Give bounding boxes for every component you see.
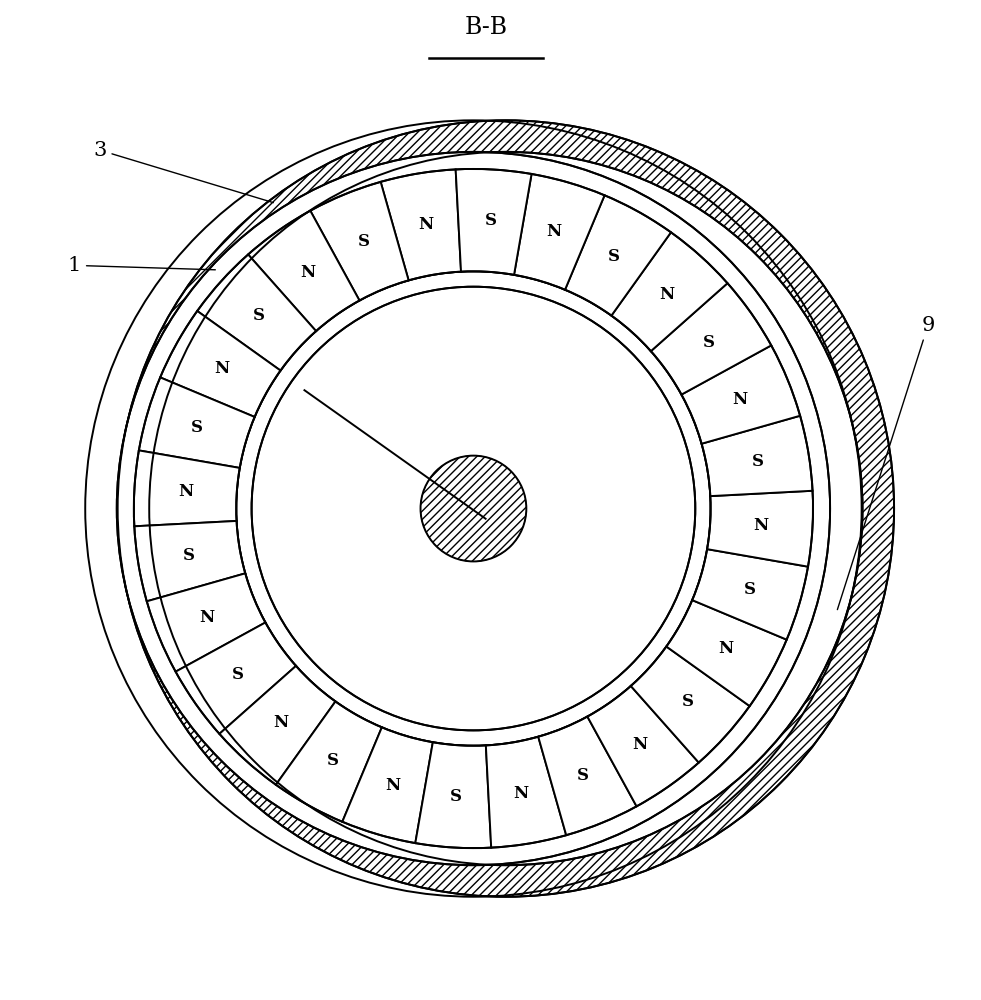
Text: S: S [232,666,243,683]
Wedge shape [381,169,461,280]
Wedge shape [707,491,813,567]
Text: N: N [273,714,288,731]
Text: N: N [546,223,562,240]
Wedge shape [682,345,800,444]
Text: N: N [214,360,230,377]
Text: S: S [608,248,620,265]
Wedge shape [276,701,382,822]
Text: 1: 1 [68,256,216,275]
Text: S: S [745,581,756,598]
Text: N: N [385,777,400,794]
Wedge shape [455,169,532,275]
Text: N: N [718,640,733,657]
Wedge shape [650,283,771,395]
Wedge shape [139,377,255,468]
Wedge shape [701,416,812,496]
Text: S: S [682,693,694,710]
Circle shape [117,152,830,865]
Wedge shape [176,622,296,734]
Wedge shape [588,686,698,806]
Wedge shape [310,182,409,301]
Wedge shape [133,450,239,526]
Text: N: N [300,264,315,281]
Text: S: S [751,453,764,470]
Wedge shape [248,211,359,331]
Text: N: N [733,391,748,408]
Circle shape [421,456,527,561]
Wedge shape [147,573,266,672]
Wedge shape [693,549,808,640]
Wedge shape [220,666,336,785]
Text: S: S [577,767,589,784]
Text: N: N [753,517,769,534]
Wedge shape [415,742,491,848]
Wedge shape [134,521,245,601]
Wedge shape [631,647,749,763]
Wedge shape [160,311,281,417]
Wedge shape [342,727,433,843]
Circle shape [236,271,710,746]
Text: S: S [253,307,265,324]
Text: 9: 9 [838,316,935,610]
Text: N: N [419,216,434,233]
Wedge shape [539,717,637,835]
Wedge shape [611,232,728,351]
Circle shape [251,287,696,730]
Wedge shape [486,737,566,848]
Text: B-B: B-B [465,16,508,39]
Wedge shape [666,600,787,706]
Wedge shape [514,174,604,290]
Text: S: S [358,233,370,250]
Text: S: S [327,752,339,769]
Text: N: N [513,785,528,802]
Text: S: S [190,419,203,436]
Text: 3: 3 [93,141,274,203]
Wedge shape [197,254,316,371]
Text: N: N [659,286,674,303]
Text: N: N [199,609,214,626]
Text: S: S [182,547,195,564]
Text: S: S [450,788,462,805]
Text: N: N [632,736,647,753]
Text: S: S [703,334,715,351]
Wedge shape [565,195,671,316]
Text: S: S [485,212,496,229]
Text: N: N [178,483,193,500]
